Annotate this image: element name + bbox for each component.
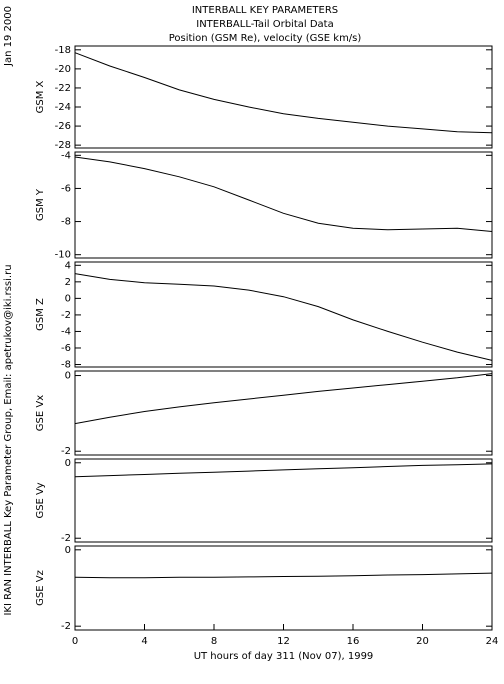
y-axis-label: GSE Vy [35, 482, 46, 518]
title: INTERBALL-Tail Orbital Data [196, 19, 333, 30]
data-line [74, 463, 493, 478]
y-tick-label: 0 [65, 293, 71, 304]
y-tick-label: -4 [61, 326, 71, 337]
data-line [74, 373, 493, 425]
y-axis-label: GSM Y [35, 188, 46, 221]
y-tick-label: -2 [61, 310, 71, 321]
y-tick-label: -4 [61, 150, 71, 161]
x-tick-label: 8 [211, 636, 217, 647]
panel-frame [74, 45, 493, 149]
y-axis-label: GSE Vx [35, 395, 46, 431]
y-tick-label: -2 [61, 621, 71, 632]
y-axis-label: GSM X [35, 80, 46, 113]
y-tick-label: -18 [55, 45, 71, 56]
x-tick-label: 24 [486, 636, 499, 647]
y-axis-label: GSM Z [35, 298, 46, 331]
x-tick-label: 12 [277, 636, 290, 647]
data-line [74, 156, 493, 232]
y-axis-label: GSE Vz [35, 570, 46, 606]
x-tick-label: 0 [72, 636, 78, 647]
data-line [74, 273, 493, 361]
y-tick-label: -8 [61, 360, 71, 371]
y-tick-label: -20 [55, 64, 71, 75]
x-tick-label: 4 [141, 636, 147, 647]
credit: IKI RAN INTERBALL Key Parameter Group, E… [3, 264, 14, 615]
y-tick-label: -6 [61, 183, 71, 194]
panel-frame [74, 545, 493, 631]
y-tick-label: -24 [55, 102, 71, 113]
y-tick-label: 2 [65, 277, 71, 288]
y-tick-label: 0 [65, 545, 71, 556]
panel-frame [74, 261, 493, 368]
y-tick-label: -28 [55, 140, 71, 151]
y-tick-label: -2 [61, 533, 71, 544]
y-tick-label: -22 [55, 83, 71, 94]
x-axis-label: UT hours of day 311 (Nov 07), 1999 [194, 651, 374, 662]
y-tick-label: -6 [61, 343, 71, 354]
panel-frame [74, 458, 493, 543]
x-tick-label: 20 [416, 636, 429, 647]
data-line [74, 52, 493, 134]
panel-frame [74, 151, 493, 259]
data-line [74, 572, 493, 579]
y-tick-label: -26 [55, 121, 71, 132]
title: INTERBALL KEY PARAMETERS [192, 5, 338, 16]
y-tick-label: 4 [65, 260, 71, 271]
y-tick-label: -2 [61, 446, 71, 457]
x-tick-label: 16 [347, 636, 360, 647]
y-tick-label: 0 [65, 371, 71, 382]
date: Jan 19 2000 [3, 6, 14, 67]
y-tick-label: -8 [61, 217, 71, 228]
title: Position (GSM Re), velocity (GSE km/s) [169, 33, 362, 44]
panel-frame [74, 370, 493, 456]
y-tick-label: -10 [55, 250, 71, 261]
y-tick-label: 0 [65, 458, 71, 469]
